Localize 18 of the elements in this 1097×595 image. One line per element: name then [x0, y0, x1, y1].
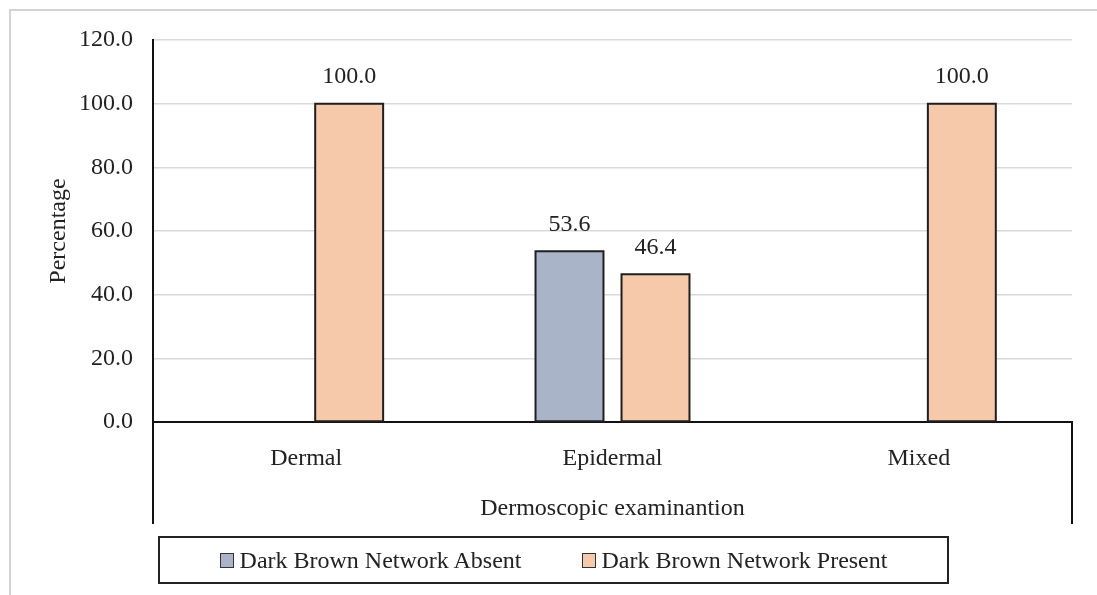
y-tick-label: 20.0	[91, 343, 133, 370]
data-label: 46.4	[634, 232, 677, 259]
y-tick-label: 40.0	[91, 279, 133, 306]
y-axis-title: Percentage	[43, 178, 70, 284]
y-tick-label: 0.0	[103, 407, 133, 434]
data-label: 100.0	[934, 61, 989, 88]
x-tick-label: Epidermal	[562, 443, 663, 470]
x-axis-title: Dermoscopic examinantion	[480, 493, 745, 520]
legend-label: Dark Brown Network Absent	[239, 546, 522, 574]
y-tick-label: 100.0	[79, 88, 133, 115]
x-tick-label: Mixed	[887, 443, 951, 470]
legend-label: Dark Brown Network Present	[601, 546, 888, 574]
data-label: 53.6	[548, 209, 591, 236]
x-tick-label: Dermal	[270, 443, 343, 470]
y-tick-label: 80.0	[91, 152, 133, 179]
y-tick-label: 120.0	[79, 25, 133, 52]
y-tick-label: 60.0	[91, 216, 133, 243]
data-label: 100.0	[322, 61, 377, 88]
